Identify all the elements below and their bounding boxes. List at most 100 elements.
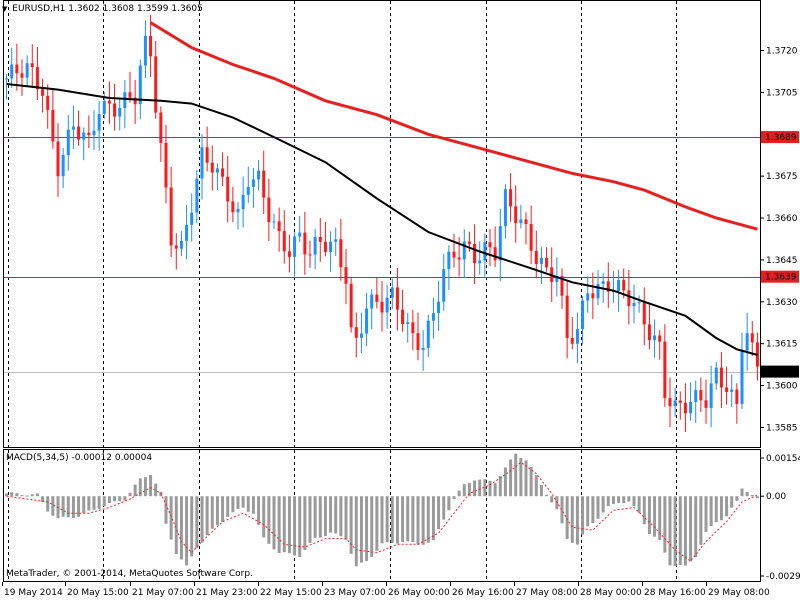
candle-body [251,179,255,187]
macd-histogram-bar [740,488,744,497]
candle-layer [5,14,759,432]
time-tick-label: 26 May 16:00 [452,588,514,598]
time-tick-label: 28 May 16:00 [644,588,706,598]
candle-body [87,132,91,136]
macd-histogram-bar [262,496,266,538]
macd-histogram-bar [287,496,291,554]
candle-body [354,327,358,338]
time-tick-label: 20 May 15:00 [67,588,129,598]
macd-histogram-bar [272,496,276,550]
macd-histogram-bar [71,496,75,519]
macd-histogram-bar [678,496,682,566]
macd-histogram-bar [442,496,446,520]
candle-body [329,241,333,252]
candle-body [195,178,199,213]
macd-layer [5,453,759,567]
macd-signal-value: 0.00004 [114,453,153,463]
macd-label: MACD(5,34,5) [6,453,69,463]
candle-body [498,226,502,261]
time-tick-label: 23 May 07:00 [324,588,386,598]
macd-histogram-bar [426,496,430,543]
candle-body [61,154,65,177]
candle-body [344,267,348,284]
macd-histogram-bar [185,496,189,566]
candle-body [185,224,189,241]
macd-histogram-bar [35,493,39,497]
candle-body [740,350,744,404]
macd-histogram-bar [200,496,204,543]
candle-body [215,168,219,173]
macd-histogram-bar [730,496,734,508]
macd-histogram-bar [354,496,358,567]
level-price-label: 1.3689 [765,133,797,143]
macd-histogram-bar [529,467,533,497]
candle-body [359,333,363,338]
macd-histogram-bar [51,496,55,516]
candle-body [642,302,646,325]
candle-body [709,383,713,408]
candle-body [272,221,276,223]
macd-histogram-bar [627,496,631,502]
candle-body [606,281,610,292]
close-price: 1.3605 [171,4,203,14]
candle-body [164,142,168,188]
macd-histogram-bar [385,496,389,543]
candle-body [20,73,24,78]
candle-body [627,290,631,307]
macd-main-value: -0.00012 [71,453,112,463]
candle-body [46,95,50,110]
candle-body [658,335,662,342]
level-price-label: 1.3639 [765,273,797,283]
macd-histogram-bar [15,493,19,497]
macd-histogram-bar [586,496,590,527]
macd-histogram-bar [447,496,451,511]
candle-body [689,401,693,414]
candle-body [313,236,317,255]
macd-histogram-bar [308,496,312,543]
macd-histogram-bar [416,496,420,545]
macd-histogram-bar [596,496,600,519]
price-tick-label: 1.3675 [766,172,798,182]
candle-body [745,333,749,351]
candle-body [437,301,441,314]
macd-histogram-bar [205,496,209,536]
macd-histogram-bar [87,496,91,511]
low-price: 1.3599 [137,4,169,14]
macd-histogram-bar [277,496,281,554]
macd-histogram-bar [303,496,307,550]
macd-histogram-bar [329,496,333,533]
macd-histogram-bar [61,496,65,517]
dropdown-triangle-icon[interactable]: ▼ [2,5,8,13]
candle-body [262,170,266,198]
macd-tick-label: 0.00 [766,492,786,502]
macd-tick-label: 0.00154 [766,454,800,464]
candle-body [41,89,45,96]
time-tick-label: 28 May 00:00 [580,588,642,598]
macd-histogram-bar [637,496,641,513]
macd-histogram-bar [267,496,271,544]
copyright-text: MetaTrader, © 2001-2014, MetaQuotes Soft… [6,569,253,579]
macd-histogram-bar [128,492,132,497]
candle-body [442,269,446,302]
candle-body [308,254,312,256]
candle-body [694,390,698,402]
candle-body [683,402,687,414]
candle-body [545,257,549,268]
ma-layer [6,21,758,356]
candle-body [416,333,420,351]
candle-body [668,398,672,407]
candle-body [277,221,281,232]
candle-body [503,189,507,227]
macd-histogram-bar [375,496,379,551]
macd-histogram-bar [611,496,615,504]
macd-histogram-bar [725,496,729,517]
candle-body [488,242,492,248]
macd-histogram-bar [467,483,471,497]
macd-histogram-bar [164,496,168,524]
candle-body [570,337,574,344]
macd-histogram-bar [344,496,348,540]
macd-histogram-bar [591,496,595,524]
candle-body [725,387,729,392]
time-tick-label: 26 May 00:00 [388,588,450,598]
